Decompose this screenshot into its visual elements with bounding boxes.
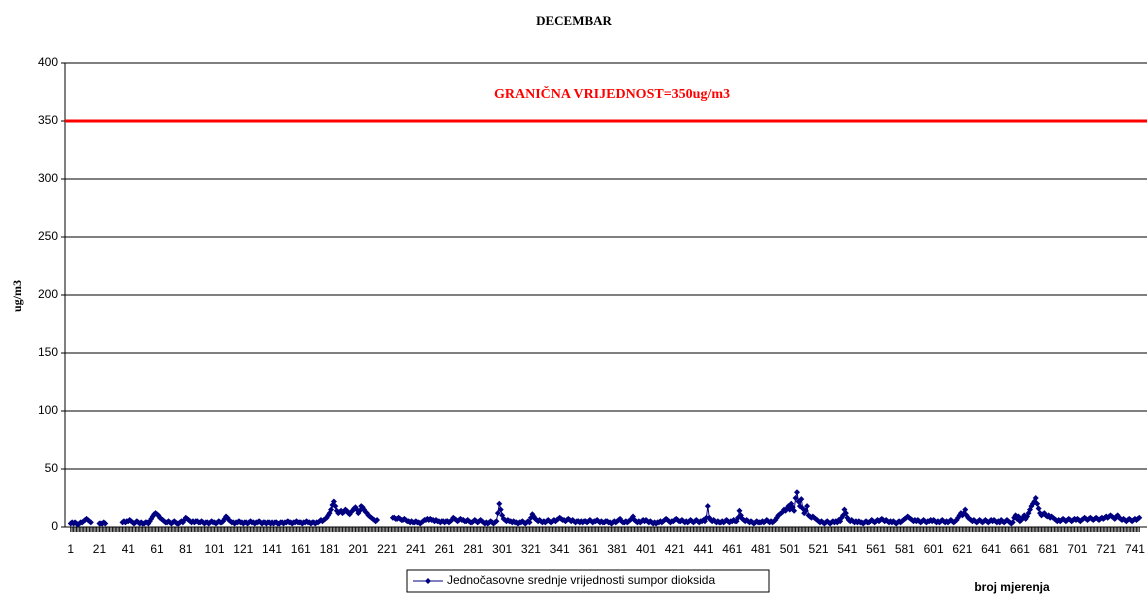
x-tick-label: 381 bbox=[607, 542, 627, 556]
data-point bbox=[326, 510, 333, 517]
x-tick-label: 601 bbox=[924, 542, 944, 556]
data-point bbox=[1009, 519, 1016, 526]
x-tick-label: 321 bbox=[521, 542, 541, 556]
x-tick-label: 141 bbox=[262, 542, 282, 556]
data-point bbox=[1025, 510, 1032, 517]
x-tick-label: 361 bbox=[578, 542, 598, 556]
data-point bbox=[332, 503, 339, 510]
x-tick-label: 501 bbox=[780, 542, 800, 556]
x-tick-label: 401 bbox=[636, 542, 656, 556]
data-point bbox=[1136, 514, 1143, 521]
data-point bbox=[804, 503, 811, 510]
x-tick-label: 241 bbox=[406, 542, 426, 556]
data-point bbox=[526, 519, 533, 526]
data-point bbox=[356, 507, 363, 514]
x-tick-label: 181 bbox=[320, 542, 340, 556]
x-tick-label: 561 bbox=[866, 542, 886, 556]
x-tick-label: 261 bbox=[435, 542, 455, 556]
data-point bbox=[374, 517, 381, 524]
data-point bbox=[87, 519, 94, 526]
x-tick-label: 481 bbox=[751, 542, 771, 556]
y-tick-label: 300 bbox=[38, 171, 58, 185]
data-point bbox=[330, 498, 337, 505]
x-tick-label: 641 bbox=[981, 542, 1001, 556]
x-axis-label: broj mjerenja bbox=[974, 580, 1050, 594]
x-tick-label: 621 bbox=[952, 542, 972, 556]
data-point bbox=[801, 510, 808, 517]
x-tick-label: 461 bbox=[722, 542, 742, 556]
x-tick-label: 21 bbox=[93, 542, 107, 556]
x-tick-label: 221 bbox=[377, 542, 397, 556]
x-tick-label: 701 bbox=[1067, 542, 1087, 556]
y-tick-label: 400 bbox=[38, 55, 58, 69]
legend-box bbox=[406, 569, 770, 593]
x-tick-label: 581 bbox=[895, 542, 915, 556]
x-tick-label: 721 bbox=[1096, 542, 1116, 556]
data-point bbox=[1032, 495, 1039, 501]
x-tick-label: 41 bbox=[122, 542, 136, 556]
data-point bbox=[102, 520, 109, 527]
data-point bbox=[1015, 513, 1022, 520]
data-point bbox=[496, 500, 503, 507]
data-point bbox=[791, 507, 798, 514]
annotation: GRANIČNA VRIJEDNOST=350ug/m3 bbox=[494, 85, 730, 102]
x-tick-label: 661 bbox=[1010, 542, 1030, 556]
data-point bbox=[355, 510, 362, 517]
x-tick-label: 281 bbox=[463, 542, 483, 556]
data-point bbox=[493, 518, 500, 525]
x-tick-label: 61 bbox=[150, 542, 164, 556]
x-tick-label: 201 bbox=[348, 542, 368, 556]
data-point bbox=[494, 510, 501, 517]
data-point bbox=[798, 496, 805, 503]
y-tick-label: 350 bbox=[38, 113, 58, 127]
data-point bbox=[962, 506, 969, 513]
x-tick-label: 741 bbox=[1125, 542, 1145, 556]
x-tick-label: 81 bbox=[179, 542, 193, 556]
x-tick-label: 301 bbox=[492, 542, 512, 556]
data-point bbox=[792, 495, 799, 501]
y-axis-label: ug/m3 bbox=[10, 280, 24, 312]
x-tick-label: 681 bbox=[1039, 542, 1059, 556]
data-point bbox=[842, 510, 849, 517]
data-point bbox=[1035, 505, 1042, 512]
x-tick-label: 1 bbox=[67, 542, 74, 556]
x-tick-label: 341 bbox=[550, 542, 570, 556]
data-point bbox=[497, 506, 504, 513]
x-tick-label: 541 bbox=[837, 542, 857, 556]
data-point bbox=[736, 507, 743, 514]
data-point bbox=[802, 507, 809, 514]
y-tick-label: 100 bbox=[38, 403, 58, 417]
y-tick-label: 250 bbox=[38, 229, 58, 243]
data-point bbox=[704, 503, 711, 510]
x-tick-label: 441 bbox=[693, 542, 713, 556]
chart-title: DECEMBAR bbox=[536, 13, 612, 28]
x-tick-label: 421 bbox=[665, 542, 685, 556]
data-point bbox=[793, 489, 800, 496]
y-tick-label: 0 bbox=[51, 519, 58, 533]
x-tick-label: 101 bbox=[205, 542, 225, 556]
legend-marker bbox=[425, 578, 431, 584]
data-point bbox=[328, 506, 335, 513]
y-tick-label: 50 bbox=[45, 461, 59, 475]
y-tick-label: 200 bbox=[38, 287, 58, 301]
y-tick-label: 150 bbox=[38, 345, 58, 359]
x-tick-label: 121 bbox=[233, 542, 253, 556]
legend-label: Jednočasovne srednje vrijednosti sumpor … bbox=[447, 573, 715, 587]
x-tick-label: 161 bbox=[291, 542, 311, 556]
x-tick-label: 521 bbox=[809, 542, 829, 556]
data-point bbox=[1034, 500, 1041, 507]
